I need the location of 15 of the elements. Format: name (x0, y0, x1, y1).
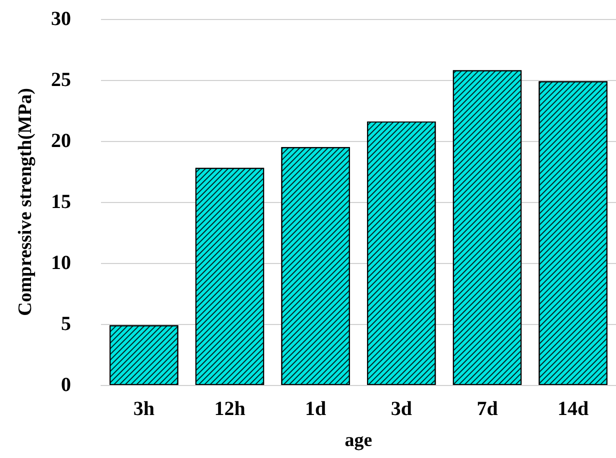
x-tick-label: 1d (305, 398, 326, 420)
y-tick-label: 25 (51, 69, 71, 91)
x-tick-label: 3d (390, 398, 412, 420)
x-tick-label: 12h (214, 398, 246, 420)
y-tick-label: 5 (61, 313, 71, 335)
y-tick-label: 10 (51, 252, 71, 274)
y-axis-title: Compressive strength(MPa) (15, 88, 36, 316)
y-tick-label: 20 (51, 130, 71, 152)
x-axis-title: age (344, 430, 372, 451)
x-tick-label: 3h (133, 398, 154, 420)
y-tick-label: 0 (61, 374, 71, 396)
y-tick-label: 15 (51, 191, 71, 213)
y-tick-label: 30 (51, 8, 71, 30)
x-tick-label: 14d (558, 398, 589, 420)
x-tick-label: 7d (476, 398, 498, 420)
